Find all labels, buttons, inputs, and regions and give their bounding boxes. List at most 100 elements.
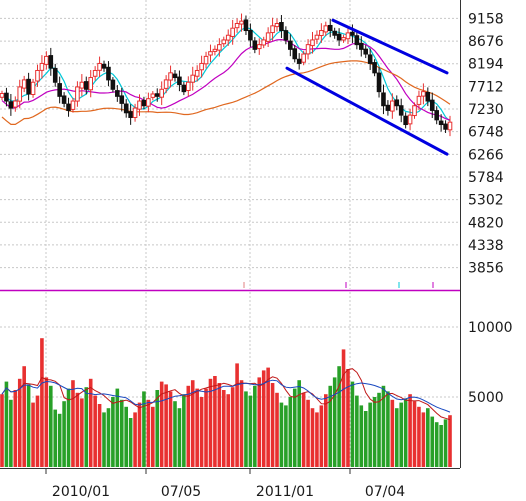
candlestick [390, 93, 395, 119]
candle-body [429, 99, 435, 111]
candle-body [367, 54, 373, 64]
volume-bar [399, 402, 404, 467]
candle-body [265, 32, 271, 42]
candle-body [21, 79, 27, 89]
candlestick [141, 96, 147, 110]
candle-body [350, 31, 355, 36]
candle-body [288, 40, 293, 50]
candle-body [447, 121, 453, 131]
candle-body [79, 81, 85, 89]
volume-bar [310, 408, 315, 467]
candle-body [208, 51, 213, 56]
candle-body [8, 101, 14, 109]
candlestick [234, 18, 240, 33]
volume-bar [346, 369, 350, 467]
candlestick [181, 81, 187, 96]
candle-body [83, 81, 89, 90]
candle-body [119, 95, 125, 104]
volume-bar [4, 381, 9, 467]
candlestick [150, 91, 156, 101]
candlestick [172, 70, 178, 82]
candlestick [35, 64, 40, 87]
volume-bar [164, 384, 168, 467]
candle-body [230, 27, 235, 37]
volume-bar [244, 391, 248, 467]
candle-body [407, 114, 413, 125]
volume-bar [363, 411, 368, 467]
candlestick [372, 59, 377, 77]
volume-bar [53, 409, 58, 467]
volume-bar [292, 388, 297, 467]
candle-body [57, 83, 62, 97]
price-tick-label: 7230 [468, 102, 504, 118]
volume-bar [84, 387, 89, 467]
candle-body [66, 103, 71, 111]
candlestick [425, 87, 431, 107]
volume-bar [412, 401, 417, 467]
x-tick-label: 2010/01 [52, 484, 110, 500]
candle-body [52, 67, 58, 83]
candlestick [123, 99, 129, 118]
candlestick [327, 18, 333, 38]
candlestick [403, 112, 408, 129]
candlestick [212, 45, 218, 56]
volume-bar [115, 388, 120, 467]
candle-body [185, 81, 191, 92]
volume-bar [443, 419, 448, 467]
candle-body [75, 86, 80, 102]
volume-bar [315, 412, 319, 467]
volume-bar [190, 380, 195, 467]
volume-bar [71, 380, 75, 467]
candlestick [97, 56, 102, 78]
candlestick [261, 36, 267, 49]
candle-body [92, 69, 98, 77]
volume-bar [204, 388, 208, 467]
candle-body [372, 62, 377, 74]
volume-bar [390, 399, 395, 467]
candlestick [288, 34, 293, 57]
candle-body [421, 91, 426, 97]
volume-bar [40, 338, 44, 467]
volume-ma-line [1, 368, 451, 421]
candlestick [52, 63, 58, 87]
candlestick [177, 70, 182, 92]
candle-body [97, 62, 102, 71]
candle-body [181, 84, 187, 93]
candle-body [341, 37, 346, 41]
candlestick [341, 34, 346, 43]
volume-bar [275, 392, 279, 467]
volume-bar [142, 391, 146, 467]
candlestick [146, 92, 151, 113]
candle-body [221, 39, 227, 45]
price-grid [0, 0, 460, 289]
candle-body [190, 74, 196, 83]
price-axis-ticks: 9158 8676 8194 7712 7230 6748 6266 5784 5302 4820… [468, 11, 504, 276]
candle-body [110, 79, 116, 90]
candlestick [61, 92, 67, 108]
candle-body [154, 93, 160, 97]
candle-body [438, 120, 444, 126]
volume-bar [301, 392, 306, 467]
volume-bar [159, 381, 164, 467]
volume-bar [13, 390, 18, 467]
volume-bar [80, 398, 84, 467]
volume-bar [261, 370, 266, 467]
candlestick [221, 36, 227, 47]
volume-bar [199, 397, 204, 467]
volume-bar [0, 394, 4, 467]
candlestick [66, 97, 71, 117]
volume-bar [26, 384, 31, 467]
candle-body [412, 105, 417, 117]
candlestick [75, 81, 80, 107]
candlestick [394, 95, 400, 111]
candlestick [88, 70, 94, 98]
candlestick [443, 120, 448, 133]
price-tick-label: 4820 [468, 215, 504, 231]
volume-bar [319, 405, 324, 467]
candle-body [314, 34, 320, 40]
candlestick [83, 76, 89, 95]
volume-bar [381, 385, 386, 467]
candlestick [398, 98, 404, 123]
candle-body [225, 34, 231, 41]
volume-bar [9, 399, 13, 467]
